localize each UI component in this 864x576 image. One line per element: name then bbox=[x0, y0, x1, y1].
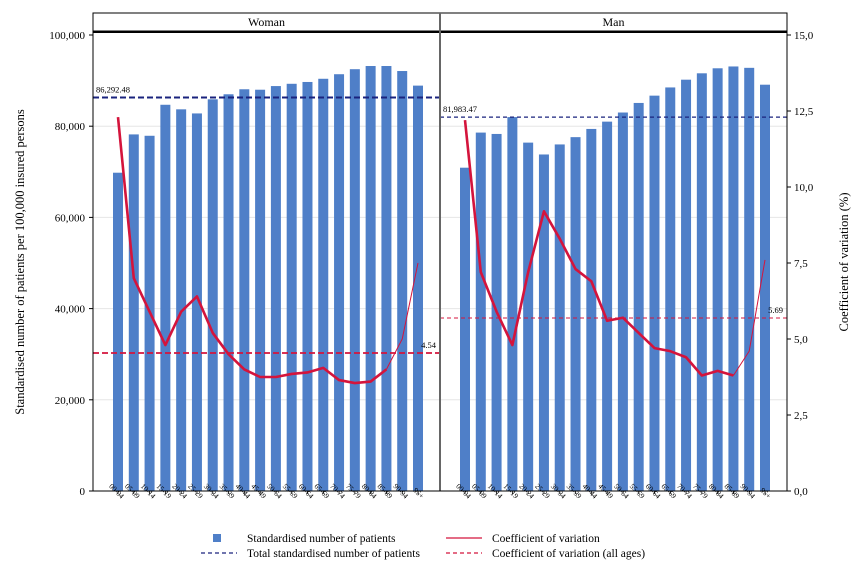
panel-title: Woman bbox=[248, 15, 285, 29]
bar bbox=[128, 134, 139, 491]
legend: Standardised number of patients Coefficie… bbox=[201, 533, 645, 560]
total-label: 86,292.48 bbox=[96, 85, 130, 95]
bar bbox=[665, 87, 676, 491]
y-tick-label: 0 bbox=[80, 486, 86, 498]
bar bbox=[475, 132, 486, 492]
bar bbox=[712, 68, 723, 492]
cv-all-label: 4.54 bbox=[421, 340, 437, 350]
bar bbox=[413, 85, 423, 491]
bar bbox=[255, 89, 266, 491]
legend-item: Coefficient of variation (all ages) bbox=[446, 548, 645, 560]
bar bbox=[160, 104, 171, 491]
bar bbox=[570, 137, 581, 492]
bar bbox=[239, 89, 250, 491]
cv-line bbox=[116, 116, 388, 385]
legend-label: Coefficient of variation (all ages) bbox=[492, 548, 645, 560]
legend-swatch-bar bbox=[213, 534, 221, 542]
bar bbox=[744, 67, 755, 491]
cv-line-tail bbox=[733, 259, 766, 376]
bar bbox=[617, 112, 628, 492]
bar bbox=[681, 79, 692, 492]
bar bbox=[507, 117, 518, 491]
axes: 0 20,000 40,000 60,000 80,000 100,000 0,0 2,5 5,… bbox=[49, 13, 814, 498]
y-tick-label: 40,000 bbox=[55, 304, 86, 316]
bar bbox=[696, 73, 707, 491]
bar bbox=[381, 66, 392, 492]
bar bbox=[586, 128, 597, 491]
bar bbox=[365, 66, 376, 492]
y2-tick-label: 15,0 bbox=[794, 30, 814, 42]
y2-axis-title: Coefficient of variation (%) bbox=[837, 193, 851, 332]
panel-title: Man bbox=[603, 15, 625, 29]
legend-label: Total standardised number of patients bbox=[247, 548, 420, 560]
cv-line-tail bbox=[385, 262, 419, 370]
bar bbox=[113, 172, 123, 491]
cv-all-label: 5.69 bbox=[768, 305, 783, 315]
bar bbox=[207, 99, 218, 492]
y-tick-label: 60,000 bbox=[55, 212, 86, 224]
y-tick-label: 20,000 bbox=[55, 395, 86, 407]
legend-label: Standardised number of patients bbox=[247, 533, 396, 545]
y-tick-label: 100,000 bbox=[49, 30, 85, 42]
y2-tick-label: 0,0 bbox=[794, 486, 808, 498]
bar bbox=[633, 102, 644, 491]
legend-label: Coefficient of variation bbox=[492, 533, 600, 545]
bar bbox=[460, 167, 470, 492]
panels: Woman86,292.484.5400-0405-0910-1415-1920… bbox=[92, 12, 788, 501]
bar bbox=[318, 78, 329, 491]
bar bbox=[302, 81, 313, 491]
bar bbox=[349, 69, 360, 491]
y-axis-title: Standardised number of patients per 100,… bbox=[13, 109, 27, 415]
legend-item: Total standardised number of patients bbox=[201, 548, 420, 560]
y2-tick-label: 7,5 bbox=[794, 258, 808, 270]
y2-tick-label: 10,0 bbox=[794, 182, 814, 194]
bar bbox=[760, 84, 770, 491]
bar bbox=[334, 74, 345, 491]
bar bbox=[602, 121, 613, 491]
bar bbox=[286, 83, 297, 492]
bar bbox=[191, 113, 202, 491]
bar bbox=[538, 154, 549, 492]
panel-woman: Woman86,292.484.5400-0405-0910-1415-1920… bbox=[92, 12, 441, 501]
panel-man: Man81,983.475.6900-0405-0910-1415-1920-2… bbox=[439, 12, 788, 501]
y2-tick-label: 2,5 bbox=[794, 410, 808, 422]
total-label: 81,983.47 bbox=[443, 104, 477, 114]
legend-item: Standardised number of patients bbox=[213, 533, 396, 545]
y2-tick-label: 5,0 bbox=[794, 334, 808, 346]
bar bbox=[223, 94, 234, 491]
y2-tick-label: 12,5 bbox=[794, 106, 814, 118]
cv-line bbox=[463, 119, 734, 377]
legend-item: Coefficient of variation bbox=[446, 533, 600, 545]
bar bbox=[728, 66, 739, 492]
y-tick-label: 80,000 bbox=[55, 121, 86, 133]
bar bbox=[523, 142, 534, 491]
bar bbox=[270, 86, 281, 492]
bar bbox=[397, 71, 408, 492]
bar bbox=[176, 109, 187, 491]
bar bbox=[649, 95, 660, 491]
